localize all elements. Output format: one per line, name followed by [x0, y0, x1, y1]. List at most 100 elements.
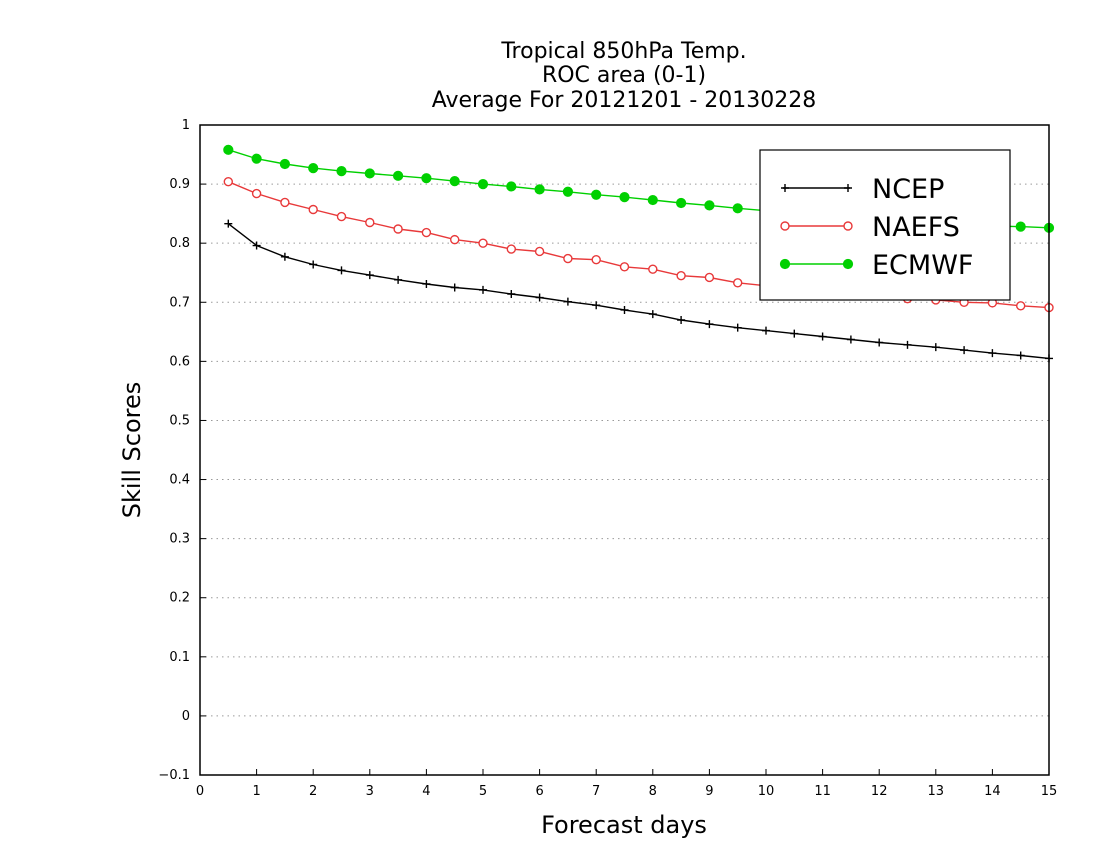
data-point-ecmwf	[393, 170, 404, 181]
data-point-naefs	[251, 188, 262, 199]
x-tick-label: 12	[871, 784, 888, 799]
data-point-ecmwf	[477, 178, 489, 190]
data-point-naefs	[365, 217, 375, 228]
legend-label-ecmwf: ECMWF	[872, 250, 973, 281]
legend-marker-ecmwf	[842, 258, 854, 270]
data-point-ecmwf	[619, 191, 630, 203]
data-point-ncep	[507, 290, 516, 298]
data-point-ecmwf	[223, 144, 234, 155]
data-point-ncep	[422, 279, 431, 288]
y-tick-label: 1	[182, 118, 190, 133]
x-axis: 0 1 2 3 4 5 6 7 8 9 10 11 12 13 14 15	[196, 769, 1057, 799]
data-point-ncep	[846, 335, 855, 344]
chart-title-line-2: ROC area (0-1)	[542, 63, 706, 88]
chart-title-line-1: Tropical 850hPa Temp.	[500, 39, 746, 64]
data-point-ncep	[224, 219, 233, 228]
data-point-ncep	[988, 349, 997, 358]
data-point-ncep	[705, 320, 714, 329]
y-tick-label: 0.6	[169, 354, 190, 369]
y-tick-label: 0.7	[169, 295, 190, 310]
data-point-ncep	[931, 343, 940, 352]
series-ncep	[224, 219, 1053, 363]
legend-label-naefs: NAEFS	[872, 212, 960, 243]
y-axis: −0.1 0 0.1 0.2 0.3 0.4 0.5 0.6 0.7 0.8 0.9 1	[158, 118, 206, 783]
data-point-ncep	[790, 329, 799, 338]
data-point-naefs	[676, 270, 686, 281]
legend-label-ncep: NCEP	[872, 174, 944, 205]
x-tick-label: 9	[705, 784, 713, 799]
data-point-ecmwf	[364, 168, 375, 179]
data-point-naefs	[591, 255, 601, 265]
data-point-ncep	[252, 241, 261, 250]
data-point-ncep	[479, 285, 487, 294]
legend-marker-naefs	[780, 221, 790, 231]
y-tick-label: 0.4	[169, 473, 190, 488]
data-point-ncep	[875, 338, 884, 347]
data-point-naefs	[704, 272, 715, 283]
x-tick-label: 2	[309, 784, 317, 799]
data-point-ncep	[818, 332, 827, 341]
x-tick-label: 0	[196, 784, 204, 799]
data-point-naefs	[308, 204, 318, 215]
data-point-ncep	[648, 310, 657, 319]
x-tick-label: 5	[479, 784, 487, 799]
data-point-ecmwf	[251, 153, 262, 164]
data-point-ncep	[1016, 351, 1025, 360]
data-point-ncep	[280, 252, 289, 261]
data-point-ncep	[337, 266, 346, 275]
legend-marker-ncep	[781, 184, 789, 192]
data-point-ecmwf	[591, 189, 602, 200]
x-tick-label: 8	[649, 784, 657, 799]
data-point-ncep	[733, 323, 742, 332]
y-tick-label: 0.1	[169, 650, 190, 665]
chart-title-line-3: Average For 20121201 - 20130228	[432, 88, 817, 113]
legend-marker-ecmwf	[779, 258, 791, 270]
legend-marker-naefs	[843, 221, 853, 231]
data-point-naefs	[619, 262, 630, 272]
y-tick-label: 0.9	[169, 177, 190, 192]
x-tick-label: 4	[422, 784, 430, 799]
data-point-ncep	[309, 260, 318, 269]
y-tick-label: 0.2	[169, 591, 190, 606]
data-point-ncep	[620, 305, 629, 314]
data-point-ecmwf	[279, 158, 290, 170]
data-point-ecmwf	[506, 181, 517, 192]
data-point-naefs	[450, 234, 460, 245]
data-point-ecmwf	[732, 203, 743, 214]
legend-item-ncep: NCEP	[781, 174, 944, 205]
x-tick-label: 15	[1041, 784, 1058, 799]
x-tick-label: 14	[984, 784, 1001, 799]
y-tick-label: −0.1	[158, 768, 190, 783]
data-point-naefs	[733, 278, 743, 288]
data-point-ncep	[592, 301, 601, 310]
legend-item-naefs: NAEFS	[780, 212, 960, 243]
x-axis-label: Forecast days	[541, 811, 707, 839]
data-point-naefs	[506, 244, 516, 254]
data-point-ecmwf	[1015, 221, 1026, 232]
y-tick-label: 0.5	[169, 413, 190, 428]
y-axis-label: Skill Scores	[118, 382, 146, 519]
data-point-ncep	[365, 271, 374, 280]
data-point-ecmwf	[449, 176, 460, 187]
data-point-ecmwf	[562, 186, 574, 197]
data-point-ecmwf	[336, 165, 347, 177]
y-tick-label: 0.8	[169, 236, 190, 251]
x-tick-label: 3	[366, 784, 374, 799]
gridlines	[200, 183, 1049, 717]
data-point-ecmwf	[534, 184, 545, 195]
y-tick-label: 0.3	[169, 532, 190, 547]
data-point-naefs	[223, 177, 234, 187]
data-point-naefs	[393, 224, 403, 234]
data-point-ncep	[450, 283, 459, 292]
y-tick-label: 0	[182, 709, 190, 724]
legend: NCEP NAEFS ECMWF	[759, 149, 1011, 301]
data-point-naefs	[563, 253, 573, 264]
data-point-ncep	[563, 297, 572, 306]
legend-item-ecmwf: ECMWF	[779, 250, 973, 281]
data-point-ncep	[394, 275, 403, 284]
data-point-naefs	[336, 211, 347, 222]
legend-box	[759, 149, 1011, 301]
data-point-ncep	[960, 346, 969, 355]
data-point-naefs	[648, 264, 658, 274]
